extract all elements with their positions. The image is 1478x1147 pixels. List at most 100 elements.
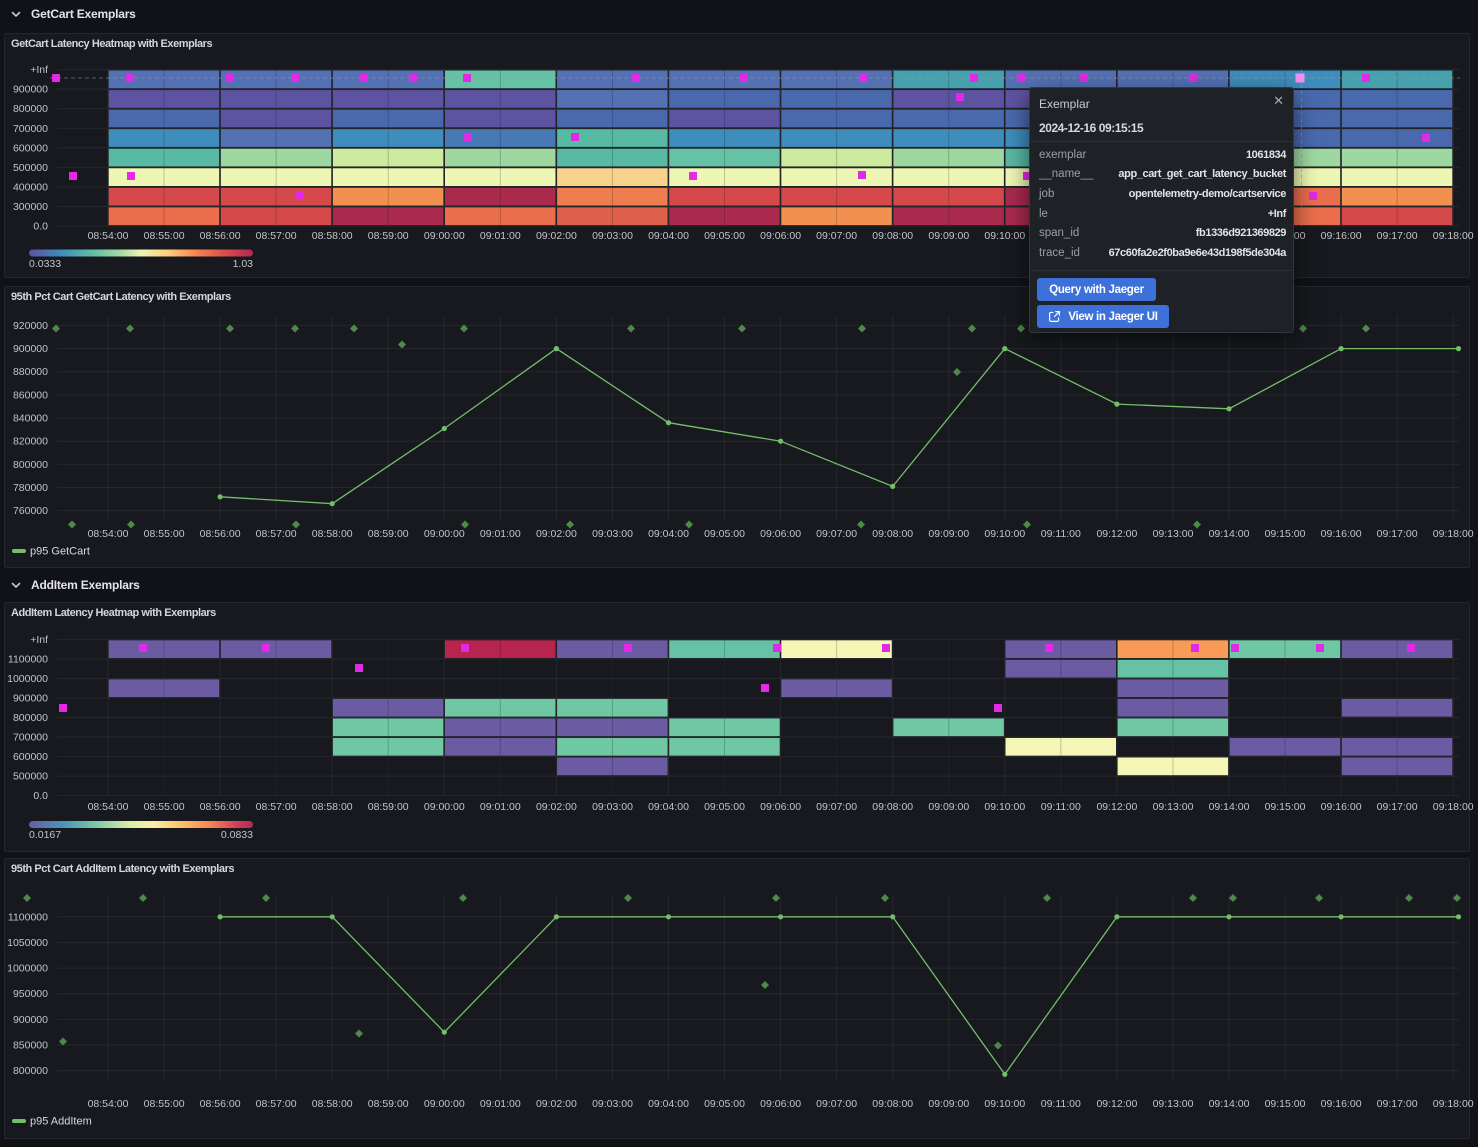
svg-text:09:01:00: 09:01:00	[480, 801, 521, 813]
svg-text:1100000: 1100000	[8, 911, 48, 923]
svg-text:09:16:00: 09:16:00	[1321, 1098, 1362, 1110]
svg-text:950000: 950000	[13, 988, 48, 1000]
svg-text:0.0: 0.0	[33, 790, 48, 802]
svg-text:09:05:00: 09:05:00	[704, 528, 745, 540]
svg-text:09:10:00: 09:10:00	[984, 528, 1025, 540]
svg-text:09:15:00: 09:15:00	[1265, 1098, 1306, 1110]
svg-text:08:57:00: 08:57:00	[256, 1098, 297, 1110]
svg-text:920000: 920000	[13, 320, 48, 332]
svg-text:08:57:00: 08:57:00	[256, 801, 297, 813]
svg-text:09:18:00: 09:18:00	[1433, 528, 1474, 540]
svg-text:09:17:00: 09:17:00	[1377, 801, 1418, 813]
svg-text:08:55:00: 08:55:00	[144, 801, 185, 813]
svg-text:p95 AddItem: p95 AddItem	[30, 1116, 92, 1128]
svg-text:09:00:00: 09:00:00	[424, 801, 465, 813]
svg-text:08:56:00: 08:56:00	[200, 230, 241, 242]
svg-text:500000: 500000	[13, 771, 48, 783]
svg-text:09:07:00: 09:07:00	[816, 230, 857, 242]
svg-text:09:02:00: 09:02:00	[536, 801, 577, 813]
svg-text:09:01:00: 09:01:00	[480, 1098, 521, 1110]
svg-text:09:18:00: 09:18:00	[1433, 1098, 1474, 1110]
svg-text:09:06:00: 09:06:00	[760, 528, 801, 540]
svg-text:09:13:00: 09:13:00	[1153, 801, 1194, 813]
svg-text:880000: 880000	[13, 366, 48, 378]
svg-text:09:15:00: 09:15:00	[1265, 528, 1306, 540]
svg-text:0.0833: 0.0833	[221, 829, 253, 841]
svg-text:820000: 820000	[13, 436, 48, 448]
svg-text:09:05:00: 09:05:00	[704, 801, 745, 813]
svg-text:09:09:00: 09:09:00	[928, 230, 969, 242]
svg-text:09:09:00: 09:09:00	[928, 1098, 969, 1110]
svg-text:09:06:00: 09:06:00	[760, 230, 801, 242]
svg-text:09:07:00: 09:07:00	[816, 801, 857, 813]
svg-text:500000: 500000	[13, 162, 48, 174]
svg-text:08:56:00: 08:56:00	[200, 1098, 241, 1110]
svg-text:09:11:00: 09:11:00	[1041, 528, 1081, 540]
svg-text:09:10:00: 09:10:00	[984, 801, 1025, 813]
svg-text:800000: 800000	[13, 459, 48, 471]
svg-text:700000: 700000	[13, 732, 48, 744]
svg-text:09:09:00: 09:09:00	[928, 801, 969, 813]
svg-text:09:14:00: 09:14:00	[1209, 801, 1250, 813]
svg-text:09:03:00: 09:03:00	[592, 1098, 633, 1110]
svg-text:1100000: 1100000	[8, 653, 48, 665]
svg-text:09:03:00: 09:03:00	[592, 801, 633, 813]
svg-text:09:10:00: 09:10:00	[984, 1098, 1025, 1110]
svg-text:08:55:00: 08:55:00	[144, 1098, 185, 1110]
svg-text:08:56:00: 08:56:00	[200, 801, 241, 813]
svg-text:09:04:00: 09:04:00	[648, 1098, 689, 1110]
svg-text:09:02:00: 09:02:00	[536, 230, 577, 242]
svg-text:09:04:00: 09:04:00	[648, 801, 689, 813]
svg-text:09:00:00: 09:00:00	[424, 230, 465, 242]
svg-text:09:01:00: 09:01:00	[480, 528, 521, 540]
svg-text:300000: 300000	[13, 201, 48, 213]
svg-text:+Inf: +Inf	[30, 64, 48, 76]
svg-text:1000000: 1000000	[7, 673, 48, 685]
svg-text:08:57:00: 08:57:00	[256, 230, 297, 242]
svg-text:09:00:00: 09:00:00	[424, 528, 465, 540]
svg-text:09:12:00: 09:12:00	[1096, 528, 1137, 540]
svg-text:09:07:00: 09:07:00	[816, 528, 857, 540]
svg-text:1000000: 1000000	[7, 963, 48, 975]
svg-text:09:13:00: 09:13:00	[1153, 528, 1194, 540]
svg-text:850000: 850000	[13, 1040, 48, 1052]
svg-text:08:55:00: 08:55:00	[144, 230, 185, 242]
svg-text:09:17:00: 09:17:00	[1377, 528, 1418, 540]
svg-text:09:09:00: 09:09:00	[928, 528, 969, 540]
svg-text:09:07:00: 09:07:00	[816, 1098, 857, 1110]
svg-text:08:56:00: 08:56:00	[200, 528, 241, 540]
svg-text:08:54:00: 08:54:00	[88, 528, 129, 540]
svg-text:09:02:00: 09:02:00	[536, 1098, 577, 1110]
svg-text:09:04:00: 09:04:00	[648, 528, 689, 540]
svg-text:800000: 800000	[13, 1065, 48, 1077]
svg-text:400000: 400000	[13, 181, 48, 193]
svg-text:09:06:00: 09:06:00	[760, 1098, 801, 1110]
svg-text:900000: 900000	[13, 693, 48, 705]
svg-text:600000: 600000	[13, 751, 48, 763]
svg-text:09:03:00: 09:03:00	[592, 528, 633, 540]
svg-text:900000: 900000	[13, 1014, 48, 1026]
svg-text:09:12:00: 09:12:00	[1096, 1098, 1137, 1110]
svg-text:08:54:00: 08:54:00	[88, 1098, 129, 1110]
svg-text:800000: 800000	[13, 103, 48, 115]
svg-text:09:05:00: 09:05:00	[704, 1098, 745, 1110]
svg-text:900000: 900000	[13, 343, 48, 355]
svg-text:09:18:00: 09:18:00	[1433, 230, 1474, 242]
svg-text:09:18:00: 09:18:00	[1433, 801, 1474, 813]
svg-text:700000: 700000	[13, 123, 48, 135]
svg-text:09:17:00: 09:17:00	[1377, 230, 1418, 242]
svg-text:08:54:00: 08:54:00	[88, 230, 129, 242]
svg-text:09:16:00: 09:16:00	[1321, 528, 1362, 540]
svg-text:09:02:00: 09:02:00	[536, 528, 577, 540]
svg-text:09:00:00: 09:00:00	[424, 1098, 465, 1110]
svg-text:08:58:00: 08:58:00	[312, 230, 353, 242]
svg-text:840000: 840000	[13, 413, 48, 425]
svg-text:600000: 600000	[13, 142, 48, 154]
svg-text:09:03:00: 09:03:00	[592, 230, 633, 242]
svg-text:08:54:00: 08:54:00	[88, 801, 129, 813]
svg-text:09:05:00: 09:05:00	[704, 230, 745, 242]
svg-text:09:11:00: 09:11:00	[1041, 1098, 1081, 1110]
svg-text:09:01:00: 09:01:00	[480, 230, 521, 242]
svg-text:+Inf: +Inf	[30, 634, 48, 646]
svg-text:0.0: 0.0	[33, 221, 48, 233]
